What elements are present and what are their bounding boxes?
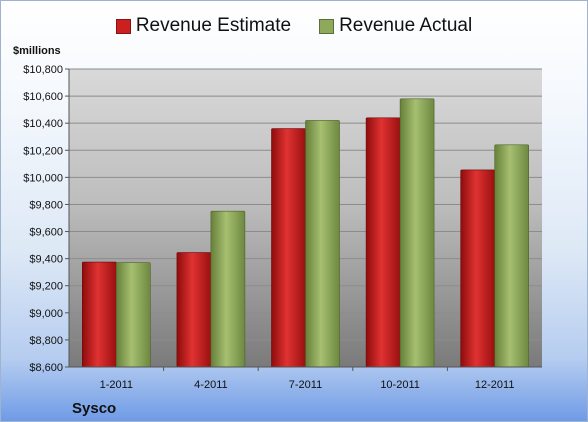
x-tick-label: 4-2011 [194,379,227,391]
y-tick-label: $10,800 [23,64,63,76]
legend-swatch-estimate [115,18,131,34]
y-tick-label: $10,400 [23,118,63,130]
legend-item-estimate: Revenue Estimate [115,15,292,37]
x-tick-label: 12-2011 [475,379,515,391]
y-tick-label: $9,200 [29,281,63,293]
y-tick-label: $9,600 [29,227,63,239]
y-tick-label: $9,400 [29,254,63,266]
y-tick-label: $10,000 [23,172,63,184]
bar-actual [116,262,151,368]
legend-item-actual: Revenue Actual [319,15,472,37]
y-tick-label: $8,600 [29,362,63,374]
legend: Revenue Estimate Revenue Actual [1,15,587,37]
legend-label-estimate: Revenue Estimate [135,15,292,36]
bar-actual [305,120,340,368]
y-tick-label: $10,200 [23,145,63,157]
x-tick-label: 10-2011 [380,379,420,391]
y-axis-unit-label: $millions [13,45,61,57]
y-tick-label: $9,800 [29,199,63,211]
bar-actual [399,98,435,368]
bar-actual [210,210,246,368]
y-tick-label: $8,800 [29,335,63,347]
bar-estimate [271,128,306,368]
bar-estimate [460,169,496,368]
bar-estimate [82,261,117,368]
x-tick-label: 1-2011 [100,379,133,391]
bar-actual [494,144,530,368]
legend-label-actual: Revenue Actual [339,15,473,36]
legend-swatch-actual [319,18,335,34]
bar-estimate [176,252,212,368]
y-tick-label: $9,000 [29,308,63,320]
x-tick-label: 7-2011 [289,379,322,391]
y-tick-label: $10,600 [23,91,63,103]
company-name: Sysco [72,400,117,417]
bar-estimate [365,117,401,368]
